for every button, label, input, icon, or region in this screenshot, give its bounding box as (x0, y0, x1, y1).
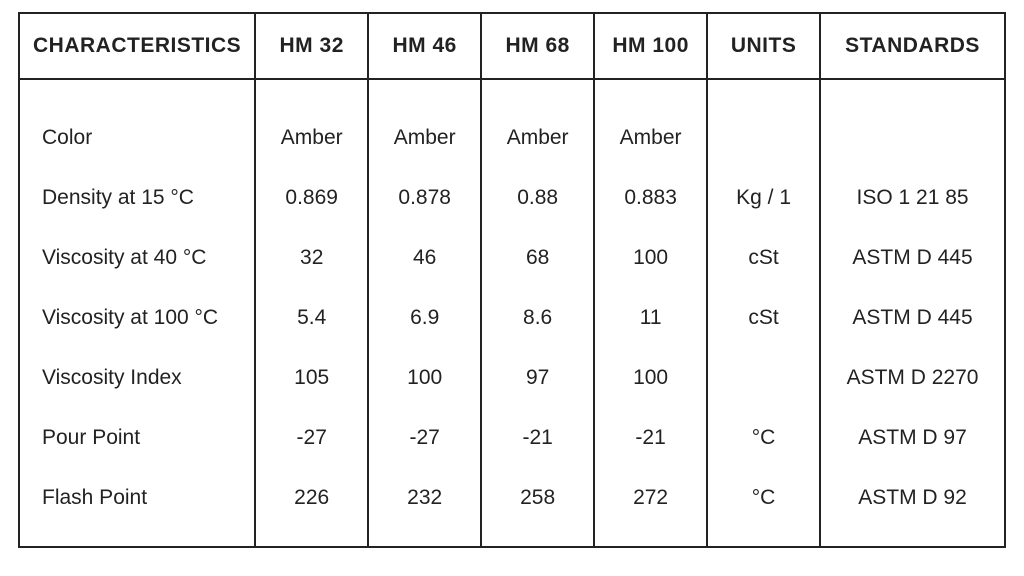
cell-hm68: 0.88 (481, 168, 594, 228)
header-row: CHARACTERISTICS HM 32 HM 46 HM 68 HM 100… (19, 13, 1005, 79)
table-row: Pour Point -27 -27 -21 -21 °C ASTM D 97 (19, 408, 1005, 468)
cell-hm32: 0.869 (255, 168, 368, 228)
cell-hm46: 232 (368, 468, 481, 547)
cell-hm100: 272 (594, 468, 707, 547)
table-row: Color Amber Amber Amber Amber (19, 79, 1005, 168)
cell-units: °C (707, 468, 820, 547)
spec-table: CHARACTERISTICS HM 32 HM 46 HM 68 HM 100… (18, 12, 1006, 548)
cell-characteristic: Flash Point (19, 468, 255, 547)
col-header-hm46: HM 46 (368, 13, 481, 79)
cell-hm68: 258 (481, 468, 594, 547)
cell-standards: ISO 1 21 85 (820, 168, 1005, 228)
cell-hm32: 5.4 (255, 288, 368, 348)
cell-hm100: 0.883 (594, 168, 707, 228)
table-row: Viscosity at 40 °C 32 46 68 100 cSt ASTM… (19, 228, 1005, 288)
col-header-standards: STANDARDS (820, 13, 1005, 79)
cell-standards: ASTM D 445 (820, 288, 1005, 348)
cell-hm100: Amber (594, 79, 707, 168)
cell-hm100: 11 (594, 288, 707, 348)
cell-hm46: 6.9 (368, 288, 481, 348)
cell-characteristic: Viscosity at 40 °C (19, 228, 255, 288)
cell-hm46: Amber (368, 79, 481, 168)
cell-standards: ASTM D 97 (820, 408, 1005, 468)
cell-hm46: -27 (368, 408, 481, 468)
cell-hm100: 100 (594, 228, 707, 288)
cell-hm68: 97 (481, 348, 594, 408)
cell-hm46: 0.878 (368, 168, 481, 228)
col-header-hm68: HM 68 (481, 13, 594, 79)
cell-characteristic: Pour Point (19, 408, 255, 468)
cell-hm68: -21 (481, 408, 594, 468)
cell-characteristic: Viscosity Index (19, 348, 255, 408)
cell-units: cSt (707, 228, 820, 288)
cell-hm32: 105 (255, 348, 368, 408)
cell-hm68: Amber (481, 79, 594, 168)
cell-units: cSt (707, 288, 820, 348)
cell-standards: ASTM D 445 (820, 228, 1005, 288)
cell-hm100: 100 (594, 348, 707, 408)
cell-hm46: 46 (368, 228, 481, 288)
table-row: Density at 15 °C 0.869 0.878 0.88 0.883 … (19, 168, 1005, 228)
col-header-hm32: HM 32 (255, 13, 368, 79)
cell-hm32: 226 (255, 468, 368, 547)
cell-units (707, 79, 820, 168)
cell-hm68: 68 (481, 228, 594, 288)
cell-standards: ASTM D 2270 (820, 348, 1005, 408)
cell-hm100: -21 (594, 408, 707, 468)
cell-characteristic: Density at 15 °C (19, 168, 255, 228)
col-header-hm100: HM 100 (594, 13, 707, 79)
table-row: Flash Point 226 232 258 272 °C ASTM D 92 (19, 468, 1005, 547)
col-header-characteristics: CHARACTERISTICS (19, 13, 255, 79)
table-body: Color Amber Amber Amber Amber Density at… (19, 79, 1005, 547)
cell-hm68: 8.6 (481, 288, 594, 348)
cell-characteristic: Viscosity at 100 °C (19, 288, 255, 348)
cell-units: Kg / 1 (707, 168, 820, 228)
cell-hm32: -27 (255, 408, 368, 468)
col-header-units: UNITS (707, 13, 820, 79)
table-container: CHARACTERISTICS HM 32 HM 46 HM 68 HM 100… (0, 0, 1024, 560)
table-row: Viscosity Index 105 100 97 100 ASTM D 22… (19, 348, 1005, 408)
cell-standards: ASTM D 92 (820, 468, 1005, 547)
cell-characteristic: Color (19, 79, 255, 168)
cell-units: °C (707, 408, 820, 468)
cell-hm32: Amber (255, 79, 368, 168)
cell-units (707, 348, 820, 408)
cell-standards (820, 79, 1005, 168)
cell-hm32: 32 (255, 228, 368, 288)
cell-hm46: 100 (368, 348, 481, 408)
table-row: Viscosity at 100 °C 5.4 6.9 8.6 11 cSt A… (19, 288, 1005, 348)
